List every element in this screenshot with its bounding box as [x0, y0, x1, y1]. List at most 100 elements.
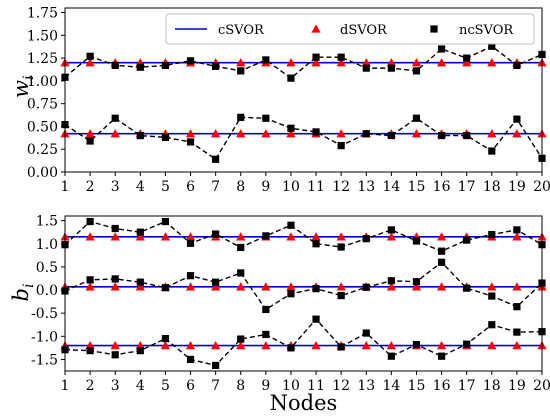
dsvor-marker — [512, 129, 522, 138]
x-tick-label: 10 — [282, 378, 300, 394]
dsvor-marker — [261, 129, 271, 138]
x-tick-label: 17 — [458, 179, 476, 195]
ncsvor-marker — [387, 226, 395, 234]
ncsvor-marker — [337, 141, 345, 150]
dsvor-marker — [436, 282, 447, 291]
ncsvor-marker — [161, 335, 170, 343]
x-tick-label: 3 — [111, 378, 120, 394]
legend-label-ncsvor: ncSVOR — [459, 23, 514, 38]
ncsvor-marker — [463, 54, 471, 62]
plot-area — [60, 42, 547, 163]
dsvor-marker — [85, 282, 95, 291]
ncsvor-marker — [463, 284, 471, 292]
dsvor-marker — [261, 282, 271, 291]
dsvor-marker — [487, 340, 497, 350]
dsvor-marker — [85, 58, 95, 67]
x-tick-label: 2 — [86, 179, 95, 195]
ncsvor-marker — [312, 285, 320, 293]
dsvor-marker — [185, 232, 196, 241]
ncsvor-marker — [287, 344, 295, 352]
ncsvor-marker — [337, 343, 345, 351]
ncsvor-marker — [437, 45, 446, 53]
series-line-ncsvor-7 — [64, 261, 543, 311]
ncsvor-marker — [86, 52, 94, 60]
ncsvor-marker — [86, 276, 94, 284]
ncsvor-marker — [513, 115, 521, 123]
x-tick-label: 17 — [458, 378, 476, 394]
plot-area — [60, 217, 547, 370]
dsvor-marker — [110, 340, 120, 350]
ncsvor-marker — [212, 230, 220, 238]
ncsvor-marker — [161, 284, 170, 292]
x-tick-label: 6 — [186, 378, 195, 394]
y-tick-label: -1.0 — [31, 329, 58, 345]
dsvor-marker — [110, 129, 120, 138]
series-line-ncsvor-5 — [64, 116, 543, 161]
ncsvor-marker — [337, 291, 345, 300]
ncsvor-marker — [212, 155, 220, 163]
dsvor-marker — [411, 282, 422, 291]
x-tick-label: 18 — [483, 179, 501, 195]
x-tick-label: 15 — [408, 179, 426, 195]
ncsvor-marker — [513, 226, 521, 234]
legend-box — [165, 13, 535, 45]
legend-ncsvor-swatch — [430, 25, 438, 33]
dsvor-marker — [85, 232, 95, 241]
ncsvor-marker — [362, 130, 370, 138]
y-tick-label: 1.75 — [27, 6, 58, 22]
dsvor-marker — [411, 129, 422, 138]
x-tick-label: 19 — [508, 179, 526, 195]
ncsvor-marker — [186, 272, 195, 280]
x-tick-label: 3 — [111, 179, 120, 195]
dsvor-marker — [311, 340, 321, 350]
ncsvor-marker — [186, 57, 195, 65]
dsvor-marker — [336, 232, 346, 241]
ncsvor-marker — [437, 247, 446, 255]
x-tick-label: 16 — [433, 378, 451, 394]
ncsvor-marker — [362, 283, 370, 291]
y-tick-label: 1.25 — [27, 51, 58, 67]
dsvor-marker — [336, 282, 346, 291]
ncsvor-marker — [463, 236, 471, 244]
ncsvor-marker — [262, 114, 270, 122]
ncsvor-marker — [362, 64, 370, 72]
ncsvor-marker — [186, 355, 195, 364]
x-tick-label: 13 — [357, 378, 375, 394]
y-tick-label: 1.00 — [27, 74, 58, 90]
ncsvor-marker — [86, 347, 94, 355]
y-tick-label: 1.5 — [36, 214, 58, 230]
dsvor-marker — [185, 282, 196, 291]
ncsvor-marker — [463, 340, 471, 348]
dsvor-marker — [361, 340, 371, 350]
ncsvor-marker — [488, 147, 496, 155]
ncsvor-marker — [111, 351, 119, 359]
ncsvor-marker — [287, 221, 295, 229]
x-tick-label: 9 — [261, 179, 270, 195]
x-tick-label: 2 — [86, 378, 95, 394]
ncsvor-marker — [488, 42, 496, 50]
dsvor-marker — [236, 232, 246, 241]
dsvor-marker — [386, 282, 396, 291]
dsvor-marker — [462, 58, 472, 67]
y-axis-label-main: w — [9, 80, 33, 98]
ncsvor-marker — [262, 305, 270, 314]
dsvor-marker — [336, 129, 346, 138]
ncsvor-marker — [387, 277, 395, 285]
dsvor-marker — [487, 129, 497, 138]
dsvor-marker — [211, 282, 221, 291]
ncsvor-marker — [161, 217, 170, 226]
y-axis-label: wi — [9, 76, 37, 98]
x-tick-label: 7 — [211, 179, 220, 195]
ncsvor-marker — [513, 303, 521, 311]
y-tick-label: 0.0 — [36, 283, 58, 299]
ncsvor-marker — [488, 292, 496, 300]
dsvor-marker — [185, 129, 196, 138]
dsvor-marker — [160, 340, 171, 350]
ncsvor-marker — [337, 243, 345, 251]
ncsvor-marker — [237, 113, 245, 121]
y-tick-label: 1.50 — [27, 28, 58, 44]
ncsvor-marker — [437, 131, 446, 140]
panel-b: 1 2 3 4 5 6 7 8 9 10 11 12 13 14 15 16 17 18 19 20-1.5-1.0-… — [9, 214, 550, 415]
dsvor-marker — [211, 340, 221, 350]
